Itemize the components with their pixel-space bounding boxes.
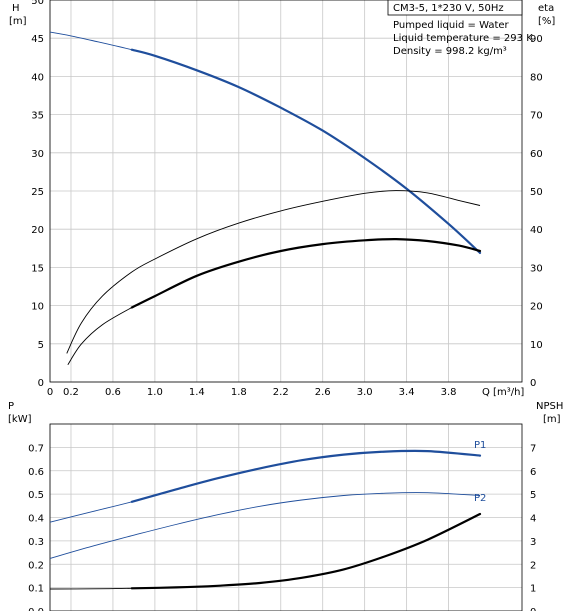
right-tick-label: 10 [530,340,543,351]
right-tick-label: 0 [530,607,536,611]
series-line-1-2 [49,513,481,590]
left-tick-label: 50 [31,0,44,7]
left-tick-label: 0.1 [28,584,44,595]
npsh-axis-unit: [m] [543,414,561,425]
eta-axis-unit: [%] [538,16,555,27]
left-tick-label: 0.4 [28,514,44,525]
x-tick-label: 1.4 [189,387,205,398]
left-tick-label: 15 [31,263,44,274]
series-line-1-0 [49,450,481,523]
x-tick-label: 2.6 [315,387,331,398]
pump-info-box: CM3-5, 1*230 V, 50Hz Pumped liquid = Wat… [387,0,533,57]
right-tick-label: 40 [530,225,543,236]
right-tick-label: 90 [530,34,543,45]
left-tick-label: 10 [31,302,44,313]
top-plot-frame [49,0,523,383]
density-text: Density = 998.2 kg/m³ [393,46,507,57]
series-line-0-2-operating-range [130,237,482,309]
pump-label: CM3-5, 1*230 V, 50Hz [393,3,504,14]
power-axis-unit: [kW] [8,414,32,425]
eta-axis-title: eta [538,3,554,14]
pump-label-box [387,0,523,16]
left-tick-label: 45 [31,34,44,45]
x-tick-label: 3.4 [399,387,415,398]
left-tick-label: 25 [31,187,44,198]
bottom-panel: 0.00.10.20.30.40.50.60.701234567 P [kW] … [8,401,563,611]
x-tick-label: 0.2 [63,387,79,398]
series-line-0-0 [49,31,481,254]
bottom-grid [49,424,522,611]
top-panel: 0 0.2 0.6 1.0 1.4 1.8 2.2 2.6 3.0 3.4 3.8 0 5 10 15 20 2… [9,0,555,398]
right-tick-label: 4 [530,514,536,525]
right-tick-label: 0 [530,378,536,389]
x-tick-label: 0.6 [105,387,121,398]
left-tick-label: 0.5 [28,490,44,501]
x-tick-label: 3.8 [441,387,457,398]
bottom-tick-labels: 0.0 0.1 0.2 0.3 0.4 0.5 0.6 0.7 0 1 2 3 4 5 6 7 [28,443,536,611]
left-tick-label: 40 [31,72,44,83]
top-tick-labels: 0 0.2 0.6 1.0 1.4 1.8 2.2 2.6 3.0 3.4 3.8 0 5 10 15 20 2… [31,0,542,398]
left-tick-label: 0.6 [28,467,44,478]
series-line-1-2-operating-range [130,512,482,590]
x-tick-label: 3.0 [357,387,373,398]
pumped-liquid-text: Pumped liquid = Water [393,20,510,31]
x-tick-label: 2.2 [273,387,289,398]
series-line-0-1 [66,190,481,354]
right-tick-label: 30 [530,263,543,274]
p2-series-label: P2 [474,493,486,504]
right-tick-label: 7 [530,443,536,454]
bottom-series [49,449,482,590]
top-grid [49,0,522,383]
series-line-0-2 [67,238,481,366]
left-tick-label: 0.2 [28,560,44,571]
x-tick-label: 1.0 [147,387,163,398]
right-tick-label: 20 [530,302,543,313]
npsh-axis-title: NPSH [536,401,563,412]
series-line-0-0-operating-range [130,48,482,254]
power-axis-title: P [8,401,14,412]
series-line-1-0-operating-range [130,449,482,503]
right-tick-label: 2 [530,560,536,571]
top-series [49,31,482,366]
right-tick-label: 3 [530,537,536,548]
x-tick-label: 0 [47,387,53,398]
x-tick-label: 1.8 [231,387,247,398]
right-tick-label: 5 [530,490,536,501]
head-axis-title: H [12,3,20,14]
left-tick-label: 0.0 [28,607,44,611]
left-tick-label: 20 [31,225,44,236]
bottom-plot-frame [49,423,523,611]
left-tick-label: 0.3 [28,537,44,548]
right-tick-label: 50 [530,187,543,198]
left-tick-label: 5 [38,340,44,351]
series-line-1-1 [49,492,481,559]
left-tick-label: 0 [38,378,44,389]
right-tick-label: 80 [530,72,543,83]
flow-axis-title: Q [m³/h] [482,387,524,398]
right-tick-label: 60 [530,149,543,160]
head-axis-unit: [m] [9,16,27,27]
left-tick-label: 30 [31,149,44,160]
left-tick-label: 0.7 [28,443,44,454]
right-tick-label: 6 [530,467,536,478]
right-tick-label: 70 [530,111,543,122]
p1-series-label: P1 [474,440,486,451]
liquid-temperature-text: Liquid temperature = 293 K [393,33,533,44]
right-tick-label: 1 [530,584,536,595]
left-tick-label: 35 [31,111,44,122]
